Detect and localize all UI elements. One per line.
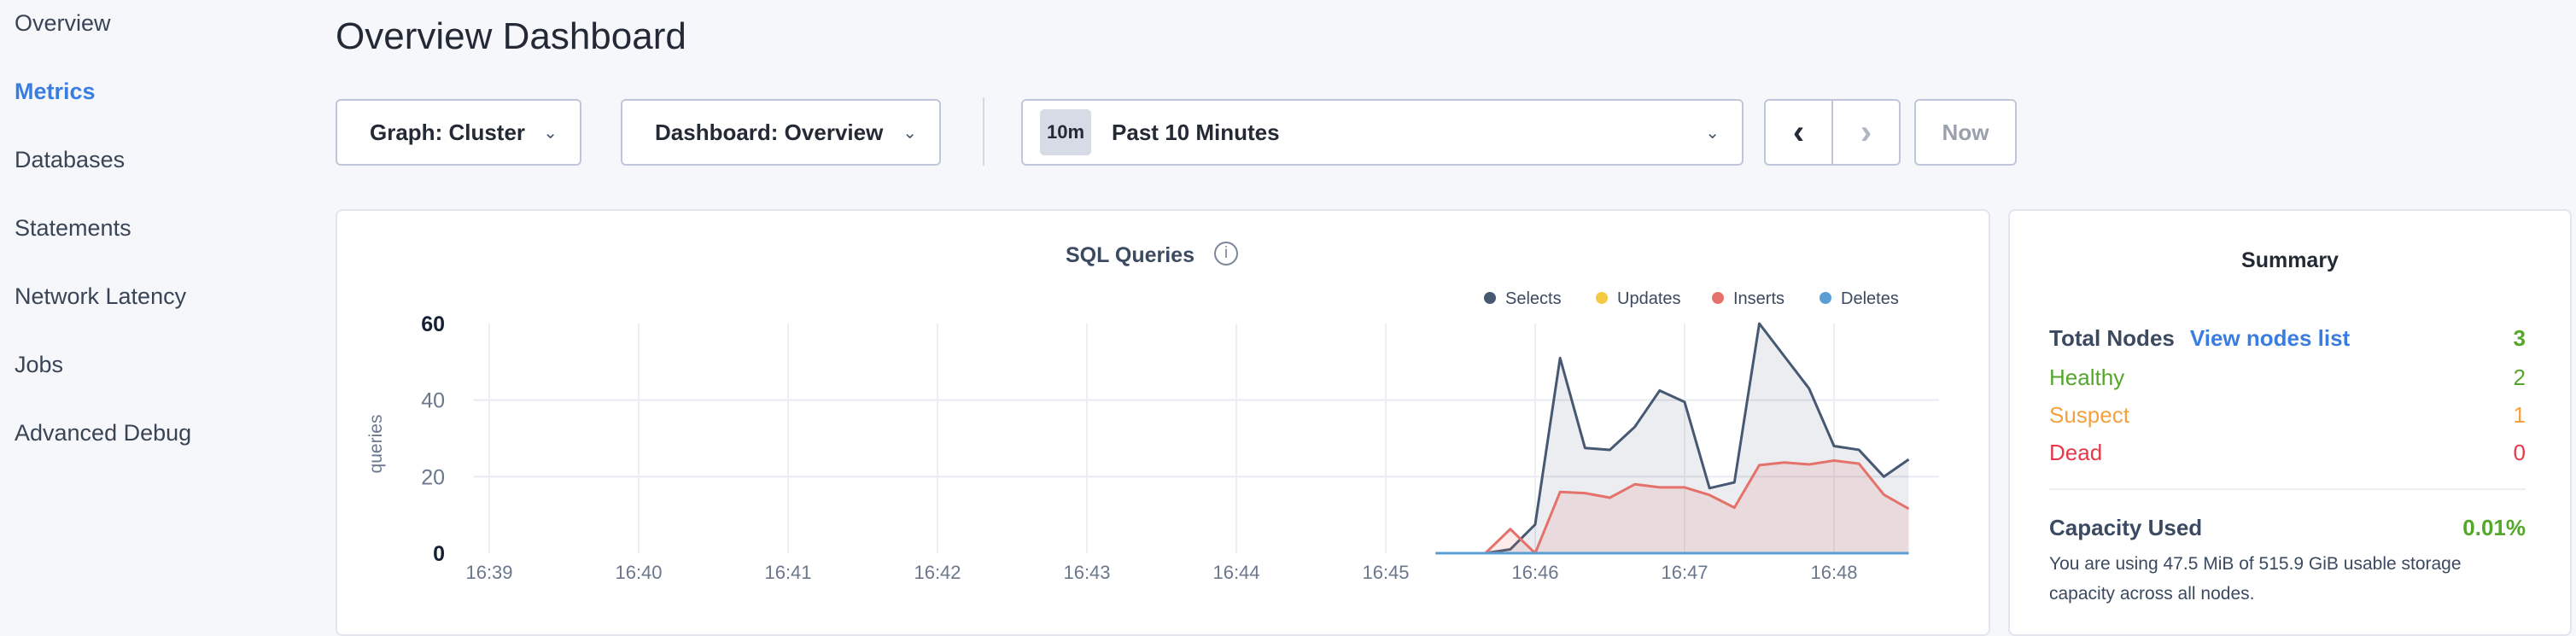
dead-value: 0 (2513, 440, 2526, 465)
chevron-right-icon: › (1860, 113, 1872, 151)
dashboard-select[interactable]: Dashboard: Overview ⌄ (621, 99, 941, 166)
chart-title: SQL Queries (1066, 243, 1195, 267)
page-title: Overview Dashboard (336, 15, 686, 57)
chevron-down-icon: ⌄ (1705, 123, 1720, 143)
dashboard-select-label: Dashboard: Overview (655, 119, 884, 145)
total-nodes-label: Total Nodes (2049, 325, 2175, 351)
capacity-text-line-1: You are using 47.5 MiB of 515.9 GiB usab… (2049, 554, 2462, 574)
legend-dot-selects (1484, 292, 1496, 304)
x-tick-label: 16:48 (1810, 562, 1857, 583)
sidebar-item-databases[interactable]: Databases (15, 147, 126, 172)
sidebar-item-jobs[interactable]: Jobs (15, 352, 64, 377)
healthy-value: 2 (2513, 365, 2526, 390)
sql-queries-card (336, 209, 1990, 636)
capacity-used-value: 0.01% (2462, 515, 2526, 540)
series-area-selects (1435, 324, 1909, 553)
x-tick-label: 16:39 (465, 562, 512, 583)
legend-label-updates: Updates (1617, 289, 1681, 308)
time-range-select[interactable]: 10m Past 10 Minutes ⌄ (1021, 99, 1744, 166)
time-nav-group: ‹ › (1764, 99, 1901, 166)
legend-label-selects: Selects (1505, 289, 1562, 308)
dead-label: Dead (2049, 440, 2103, 465)
series-line-inserts (1435, 459, 1910, 555)
view-nodes-list-link[interactable]: View nodes list (2189, 325, 2351, 351)
y-tick-label: 0 (433, 542, 445, 566)
y-tick-label: 20 (421, 465, 445, 489)
summary-divider (2049, 488, 2526, 490)
x-tick-label: 16:45 (1362, 562, 1409, 583)
sidebar-item-metrics[interactable]: Metrics (15, 79, 96, 104)
x-tick-label: 16:42 (914, 562, 961, 583)
chevron-down-icon: ⌄ (902, 123, 917, 143)
info-icon[interactable]: i (1214, 242, 1238, 265)
legend-dot-updates (1596, 292, 1608, 304)
sidebar-item-overview[interactable]: Overview (15, 10, 111, 36)
prev-button[interactable]: ‹ (1766, 101, 1833, 164)
suspect-value: 1 (2513, 402, 2526, 428)
y-tick-label: 60 (421, 312, 445, 336)
x-tick-label: 16:46 (1511, 562, 1558, 583)
x-tick-label: 16:43 (1063, 562, 1110, 583)
total-nodes-value: 3 (2513, 325, 2526, 351)
sidebar-item-statements[interactable]: Statements (15, 215, 131, 241)
y-tick-label: 40 (421, 389, 445, 413)
graph-select-label: Graph: Cluster (370, 119, 526, 145)
chevron-left-icon: ‹ (1792, 113, 1805, 151)
summary-title: Summary (2241, 248, 2339, 272)
sql-queries-chart: 0 20 40 60 16:39 16:40 16:41 16:42 16:43 16:44 16:… (366, 289, 1939, 583)
toolbar-divider (983, 97, 984, 166)
healthy-label: Healthy (2049, 365, 2125, 390)
sidebar-item-advanced-debug[interactable]: Advanced Debug (15, 420, 192, 446)
x-tick-label: 16:40 (615, 562, 662, 583)
next-button[interactable]: › (1833, 101, 1899, 164)
legend-dot-inserts (1712, 292, 1724, 304)
now-button[interactable]: Now (1914, 99, 2017, 166)
legend-label-deletes: Deletes (1841, 289, 1899, 308)
legend-dot-deletes (1820, 292, 1831, 304)
legend-label-inserts: Inserts (1733, 289, 1785, 308)
x-tick-label: 16:44 (1212, 562, 1259, 583)
x-tick-label: 16:47 (1661, 562, 1708, 583)
time-range-label: Past 10 Minutes (1112, 119, 1280, 145)
series-line-selects (1435, 322, 1910, 555)
series-area-inserts (1435, 460, 1909, 553)
suspect-label: Suspect (2049, 402, 2129, 428)
sidebar-item-network-latency[interactable]: Network Latency (15, 283, 187, 309)
chevron-down-icon: ⌄ (543, 123, 558, 143)
y-axis-label: queries (366, 415, 386, 474)
time-range-badge: 10m (1040, 109, 1092, 155)
capacity-used-label: Capacity Used (2049, 515, 2203, 540)
x-tick-label: 16:41 (764, 562, 811, 583)
summary-card: Summary Total Nodes View nodes list 3 He… (2008, 209, 2572, 636)
capacity-text-line-2: capacity across all nodes. (2049, 584, 2255, 604)
graph-select[interactable]: Graph: Cluster ⌄ (336, 99, 581, 166)
